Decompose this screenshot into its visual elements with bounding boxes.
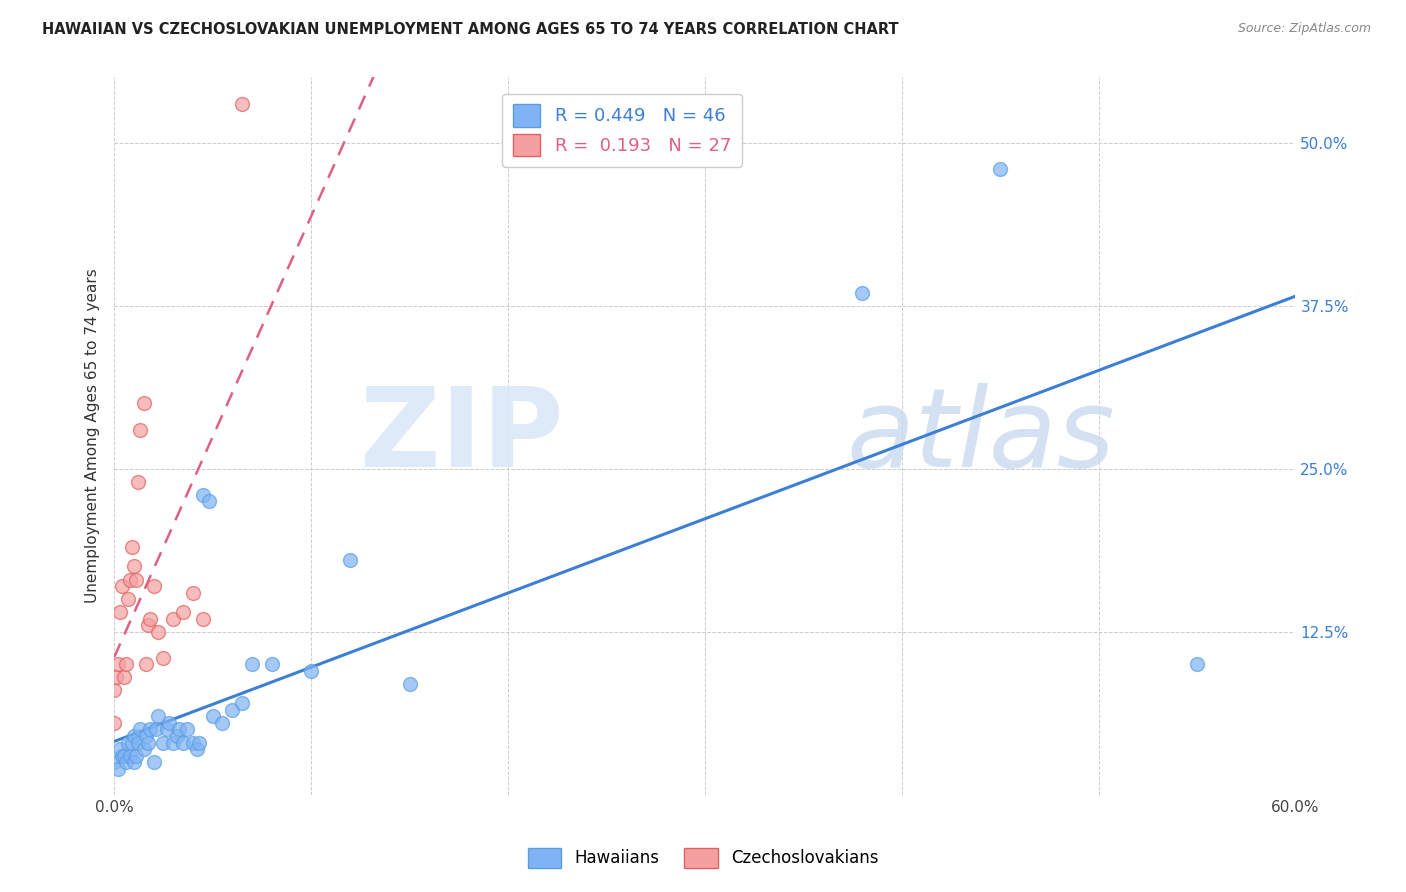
Point [122, 755, 145, 769]
Point [122, 559, 145, 574]
Point [1185, 657, 1208, 672]
Point [172, 605, 194, 619]
Point [118, 748, 141, 763]
Point [117, 735, 139, 749]
Point [231, 697, 253, 711]
Point [115, 657, 138, 672]
Point [128, 723, 150, 737]
Legend: R = 0.449   N = 46, R =  0.193   N = 27: R = 0.449 N = 46, R = 0.193 N = 27 [502, 94, 742, 167]
Point [105, 670, 128, 684]
Point [186, 742, 208, 756]
Point [172, 735, 194, 749]
Point [181, 585, 204, 599]
Point [118, 573, 141, 587]
Point [112, 748, 135, 763]
Point [107, 657, 129, 672]
Point [851, 285, 873, 300]
Point [138, 723, 160, 737]
Point [145, 723, 167, 737]
Point [146, 709, 169, 723]
Point [112, 670, 135, 684]
Point [121, 735, 143, 749]
Point [152, 735, 174, 749]
Point [197, 494, 219, 508]
Point [191, 612, 214, 626]
Point [231, 96, 253, 111]
Point [299, 664, 322, 678]
Point [103, 755, 125, 769]
Point [167, 723, 190, 737]
Point [125, 748, 148, 763]
Point [176, 723, 198, 737]
Text: Source: ZipAtlas.com: Source: ZipAtlas.com [1237, 22, 1371, 36]
Point [125, 573, 148, 587]
Point [191, 488, 214, 502]
Point [108, 605, 131, 619]
Point [107, 762, 129, 776]
Point [127, 735, 149, 749]
Point [142, 755, 165, 769]
Point [181, 735, 204, 749]
Point [122, 729, 145, 743]
Point [157, 716, 180, 731]
Point [127, 475, 149, 489]
Point [211, 716, 233, 731]
Point [988, 161, 1011, 176]
Point [135, 729, 157, 743]
Point [111, 748, 134, 763]
Point [260, 657, 283, 672]
Point [339, 553, 361, 567]
Point [152, 650, 174, 665]
Point [142, 579, 165, 593]
Point [136, 618, 159, 632]
Point [117, 592, 139, 607]
Point [115, 755, 138, 769]
Point [132, 396, 155, 410]
Legend: Hawaiians, Czechoslovakians: Hawaiians, Czechoslovakians [520, 841, 886, 875]
Point [138, 612, 160, 626]
Point [240, 657, 263, 672]
Point [136, 735, 159, 749]
Point [162, 612, 184, 626]
Point [103, 683, 125, 698]
Point [187, 735, 209, 749]
Y-axis label: Unemployment Among Ages 65 to 74 years: Unemployment Among Ages 65 to 74 years [86, 268, 100, 604]
Point [128, 423, 150, 437]
Text: ZIP: ZIP [360, 383, 562, 490]
Point [156, 723, 179, 737]
Point [103, 716, 125, 731]
Text: HAWAIIAN VS CZECHOSLOVAKIAN UNEMPLOYMENT AMONG AGES 65 TO 74 YEARS CORRELATION C: HAWAIIAN VS CZECHOSLOVAKIAN UNEMPLOYMENT… [42, 22, 898, 37]
Point [121, 540, 143, 554]
Point [201, 709, 224, 723]
Text: atlas: atlas [846, 383, 1115, 490]
Point [398, 677, 420, 691]
Point [221, 703, 243, 717]
Point [108, 742, 131, 756]
Point [111, 579, 134, 593]
Point [162, 735, 184, 749]
Point [135, 657, 157, 672]
Point [146, 624, 169, 639]
Point [132, 742, 155, 756]
Point [166, 729, 188, 743]
